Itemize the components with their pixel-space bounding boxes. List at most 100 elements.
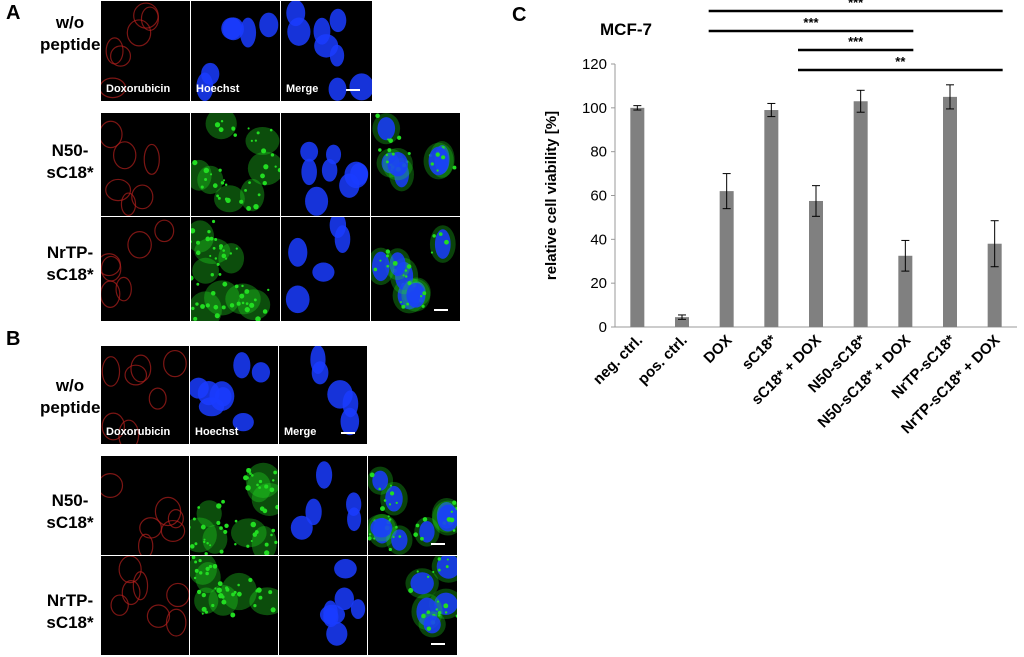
bar xyxy=(764,110,779,328)
micrograph-texture xyxy=(196,12,279,101)
y-tick-label: 60 xyxy=(590,188,607,205)
micrograph-hoechst xyxy=(281,217,370,321)
row-label-line2: sC18* xyxy=(46,163,94,182)
micrograph-texture xyxy=(190,462,278,555)
micrograph-green xyxy=(191,217,280,321)
micrograph-texture xyxy=(190,352,271,432)
row-label-line2: peptide xyxy=(40,398,101,417)
tile-label: Hoechst xyxy=(196,83,240,95)
row-label-line1: N50- xyxy=(51,141,89,160)
micrograph-doxorubicin xyxy=(101,456,189,555)
x-tick-label: sC18* xyxy=(739,332,781,374)
y-tick-label: 120 xyxy=(582,56,607,73)
micrograph-doxorubicin: Doxorubicin xyxy=(101,346,189,444)
micrograph-texture xyxy=(371,225,456,314)
row-label-line1: w/o xyxy=(55,376,85,395)
panel-a-letter: A xyxy=(6,2,21,24)
micrograph-texture xyxy=(285,217,351,314)
micrograph-merge xyxy=(371,217,460,321)
error-bar xyxy=(856,89,865,113)
micrograph-texture xyxy=(319,559,366,646)
micrograph-doxorubicin xyxy=(101,217,190,321)
tile-label: Hoechst xyxy=(195,426,239,438)
micrograph-merge xyxy=(371,113,460,216)
error-bar xyxy=(678,314,686,320)
bar xyxy=(987,243,1002,327)
micrograph-green xyxy=(190,456,278,555)
scale-bar xyxy=(346,89,360,91)
micrograph-doxorubicin xyxy=(101,556,189,655)
micrograph-hoechst: Hoechst xyxy=(190,346,278,444)
tile-label: Doxorubicin xyxy=(106,83,171,95)
y-tick-label: 80 xyxy=(590,144,607,161)
panel-b-letter: B xyxy=(6,328,21,350)
row-label-line1: w/o xyxy=(55,13,85,32)
significance-label: *** xyxy=(803,15,819,30)
y-tick-label: 100 xyxy=(582,100,607,117)
bar xyxy=(853,101,868,327)
micrograph-texture xyxy=(101,2,160,99)
row-label-line2: sC18* xyxy=(46,513,94,532)
scale-bar xyxy=(431,643,445,645)
chart-svg: MCF-7 relative cell viability [%] 0 20 40 60 8… xyxy=(543,0,1017,437)
tile-label: Merge xyxy=(286,83,319,95)
bar xyxy=(675,317,689,327)
error-bar xyxy=(946,84,954,110)
micrograph-texture xyxy=(300,141,369,216)
y-axis-label: relative cell viability [%] xyxy=(543,111,560,280)
scale-bar xyxy=(434,309,448,311)
row-label-line1: N50- xyxy=(51,491,89,510)
micrograph-texture xyxy=(368,466,457,555)
micrograph-texture xyxy=(110,556,189,637)
row-label-line2: sC18* xyxy=(46,613,94,632)
micrograph-hoechst: Hoechst xyxy=(191,1,280,101)
micrograph-texture xyxy=(372,113,457,192)
error-bar xyxy=(633,105,642,111)
panel-b-row2-label: N50- sC18* xyxy=(40,490,100,534)
micrograph-merge xyxy=(368,456,457,555)
micrograph-merge: Merge xyxy=(279,346,367,444)
micrograph-hoechst xyxy=(279,556,367,655)
error-bar xyxy=(901,239,910,272)
micrograph-texture xyxy=(101,473,186,555)
bar xyxy=(898,255,913,327)
micrograph-texture xyxy=(405,556,457,638)
error-bar xyxy=(722,173,731,210)
micrograph-texture xyxy=(286,1,372,101)
scale-bar xyxy=(431,543,445,545)
panel-b-row1-label: w/o peptide xyxy=(40,375,100,419)
significance-label: *** xyxy=(848,0,864,10)
tile-label: Merge xyxy=(284,426,317,438)
bar xyxy=(719,191,734,327)
x-tick-label: pos. ctrl. xyxy=(635,332,691,388)
y-tick-label: 0 xyxy=(599,319,607,336)
panel-c-letter: C xyxy=(512,4,527,26)
micrograph-merge xyxy=(368,556,457,655)
error-bar xyxy=(812,185,820,217)
significance-label: *** xyxy=(848,34,864,49)
scale-bar xyxy=(341,432,355,434)
micrograph-green xyxy=(190,556,278,655)
micrograph-hoechst xyxy=(279,456,367,555)
panel-a-row3-label: NrTP- sC18* xyxy=(40,242,100,286)
micrograph-texture xyxy=(190,556,278,618)
micrograph-texture xyxy=(101,120,160,216)
bar xyxy=(630,107,645,327)
micrograph-texture xyxy=(290,461,362,540)
panel-a-row1-label: w/o peptide xyxy=(40,12,100,56)
micrograph-merge: Merge xyxy=(281,1,372,101)
micrograph-texture xyxy=(310,346,360,436)
micrograph-texture xyxy=(191,219,271,321)
error-bar xyxy=(990,220,999,268)
x-tick-label: DOX xyxy=(700,332,735,367)
row-label-line2: peptide xyxy=(40,35,101,54)
bar xyxy=(809,200,823,327)
micrograph-green xyxy=(191,113,280,216)
row-label-line2: sC18* xyxy=(46,265,94,284)
chart-title: MCF-7 xyxy=(600,20,652,39)
panel-a-row2-label: N50- sC18* xyxy=(40,140,100,184)
micrograph-doxorubicin: Doxorubicin xyxy=(101,1,190,101)
y-tick-label: 20 xyxy=(590,275,607,292)
micrograph-texture xyxy=(101,219,175,308)
row-label-line1: NrTP- xyxy=(46,243,94,262)
